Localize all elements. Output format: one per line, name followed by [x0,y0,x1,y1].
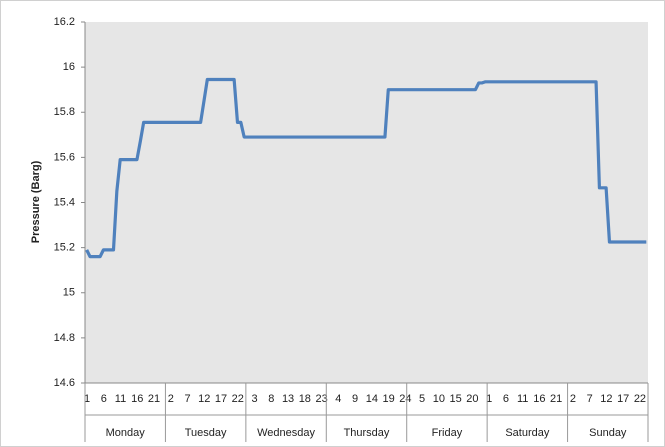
y-axis-title: Pressure (Barg) [30,160,42,243]
x-tick-label: 15 [450,393,462,405]
x-tick-label: 6 [503,393,509,405]
x-tick-label: 19 [382,393,394,405]
group-label: Thursday [344,427,390,439]
x-tick-label: 6 [101,393,107,405]
x-tick-label: 5 [419,393,425,405]
x-tick-label: 14 [366,393,378,405]
x-tick-label: 7 [184,393,190,405]
x-tick-label: 23 [315,393,327,405]
x-tick-label: 24 [399,393,411,405]
x-tick-label: 22 [634,393,646,405]
plot-area [85,22,648,383]
x-tick-label: 11 [115,393,126,405]
data-line [85,77,647,259]
x-tick-label: 12 [600,393,612,405]
x-tick-label: 3 [251,393,257,405]
x-tick-label: 12 [198,393,210,405]
group-label: Sunday [589,427,627,439]
x-tick-label: 16 [131,393,143,405]
x-tick-label: 2 [570,393,576,405]
y-tick-label: 15.4 [54,196,75,208]
x-tick-label: 10 [433,393,445,405]
x-tick-label: 13 [282,393,294,405]
y-tick-label: 15 [63,287,75,299]
y-tick-label: 14.6 [54,377,75,389]
y-tick-label: 15.6 [54,151,75,163]
x-tick-label: 7 [587,393,593,405]
group-label: Monday [106,427,146,439]
x-tick-label: 17 [215,393,227,405]
x-tick-label: 9 [352,393,358,405]
group-label: Tuesday [185,427,227,439]
y-tick-label: 16.2 [54,16,75,28]
x-tick-label: 2 [168,393,174,405]
y-tick-label: 16 [63,61,75,73]
group-label: Friday [432,427,463,439]
x-tick-label: 18 [299,393,311,405]
x-tick-label: 1 [84,393,90,405]
group-label: Wednesday [257,427,315,439]
x-tick-label: 8 [268,393,274,405]
x-tick-label: 1 [486,393,492,405]
group-label: Saturday [505,427,550,439]
y-tick-label: 15.8 [54,106,75,118]
x-tick-label: 20 [466,393,478,405]
y-tick-label: 14.8 [54,332,75,344]
x-tick-label: 4 [335,393,341,405]
x-tick-label: 11 [517,393,528,405]
x-tick-label: 17 [617,393,629,405]
x-tick-label: 21 [148,393,160,405]
y-tick-label: 15.2 [54,242,75,254]
x-tick-label: 21 [550,393,562,405]
x-tick-label: 22 [232,393,244,405]
x-tick-label: 16 [533,393,545,405]
